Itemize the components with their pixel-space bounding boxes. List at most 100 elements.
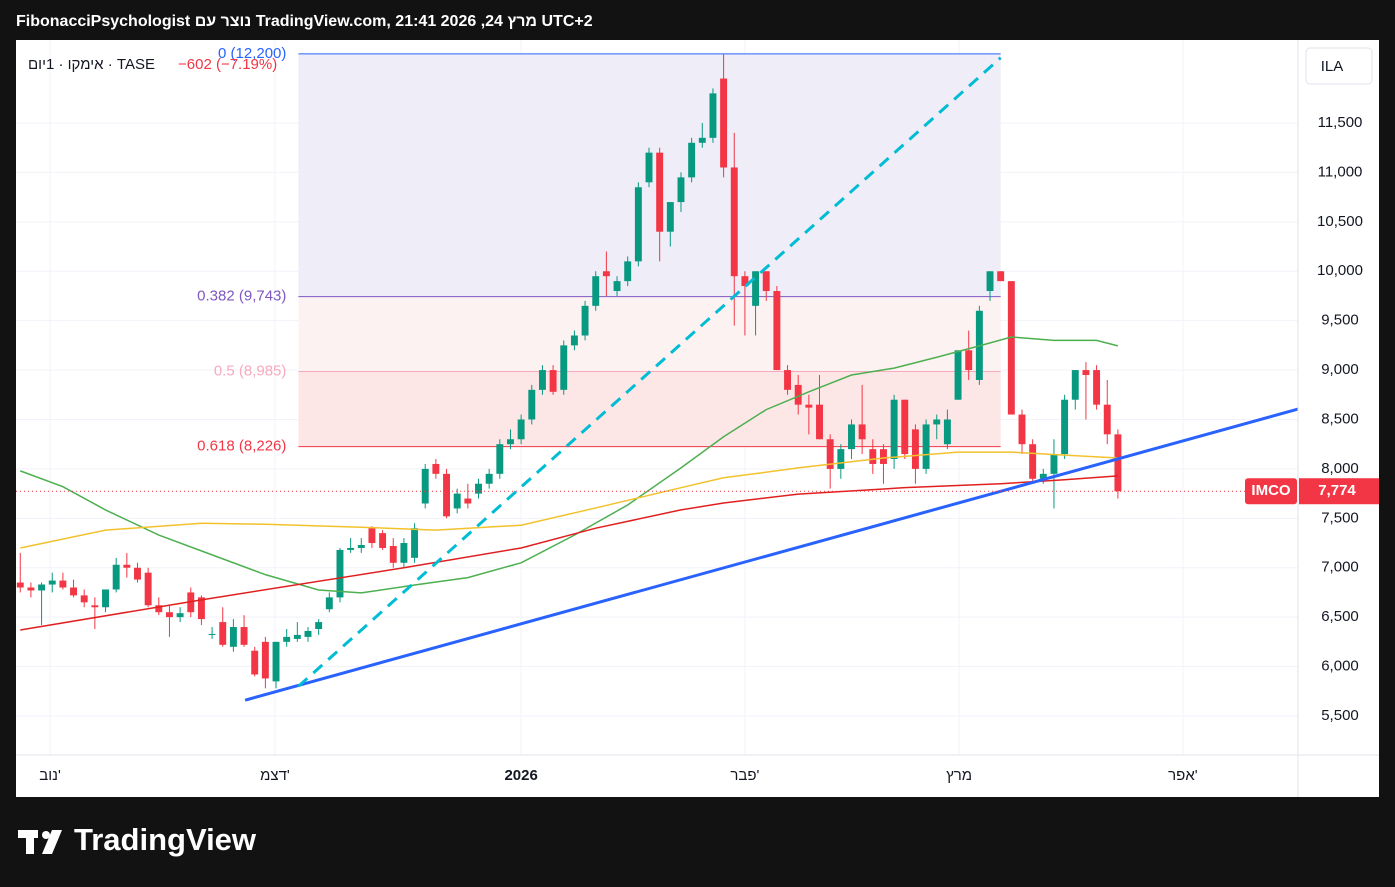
candle-body — [165, 612, 173, 618]
candle-body — [890, 399, 898, 460]
x-tick-label: דצמ' — [260, 767, 290, 784]
candle-body — [102, 589, 109, 608]
candle-body — [698, 137, 706, 143]
candle-body — [901, 399, 909, 455]
candle-body — [1103, 404, 1111, 435]
y-tick-label: 7,000 — [1321, 559, 1359, 576]
last-price-name: IMCO — [1251, 482, 1290, 499]
y-tick-label: 10,000 — [1317, 262, 1363, 279]
candle-body — [70, 587, 78, 596]
candle-body — [954, 350, 962, 400]
candle-body — [208, 633, 216, 635]
fib-label: 0 (12,200) — [218, 45, 286, 62]
candle-body — [602, 271, 610, 277]
candle-body — [816, 404, 823, 440]
candle-body — [293, 634, 301, 639]
candle-body — [27, 587, 35, 591]
candle-body — [922, 424, 930, 469]
candle-body — [911, 429, 919, 469]
candle-body — [443, 473, 450, 517]
candle-body — [1007, 281, 1015, 415]
candle-body — [837, 449, 845, 469]
plot: 0 (12,200) 0.382 (9,743) 0.5 (8,985) 0.618 … — [16, 40, 1299, 755]
y-tick-label: 8,000 — [1321, 460, 1359, 477]
candle-body — [858, 424, 866, 440]
currency: ILA — [1321, 58, 1344, 75]
candle-body — [943, 419, 951, 445]
y-tick-label: 8,500 — [1321, 410, 1359, 427]
candle-body — [720, 78, 728, 168]
candle-body — [379, 533, 387, 548]
candle-body — [283, 636, 291, 642]
candle-body — [134, 567, 141, 580]
candle-body — [453, 493, 461, 509]
change-label: −602 (−7.19%) — [178, 56, 277, 73]
candle-body — [826, 439, 834, 469]
trend-line — [297, 56, 1002, 688]
moving-average — [20, 451, 1118, 549]
y-tick-label: 9,000 — [1321, 361, 1359, 378]
candle-body — [464, 498, 472, 504]
candle-body — [784, 370, 792, 390]
candle-body — [869, 449, 877, 464]
candle-body — [91, 605, 99, 608]
candle-body — [560, 345, 568, 390]
candle-body — [517, 419, 525, 440]
candle-body — [16, 582, 24, 588]
candle-body — [229, 627, 237, 647]
candle-body — [933, 419, 941, 425]
candle-body — [251, 650, 259, 675]
x-tick-label: 2026 — [504, 767, 537, 784]
moving-average — [20, 475, 1118, 631]
candle-body — [773, 291, 781, 371]
candle-body — [986, 271, 994, 292]
y-tick-label: 10,500 — [1317, 213, 1363, 230]
candle-body — [730, 167, 738, 277]
candle-body — [389, 545, 397, 563]
candle-body — [666, 202, 674, 232]
candle-body — [272, 641, 280, 682]
y-tick-label: 7,500 — [1321, 509, 1359, 526]
candle-body — [1114, 434, 1122, 492]
candle-body — [123, 564, 131, 568]
candle-body — [197, 597, 205, 620]
candle-body — [176, 613, 184, 618]
y-tick-label: 11,500 — [1318, 114, 1363, 131]
candle-body — [709, 93, 717, 138]
fib-label: 0.618 (8,226) — [197, 438, 286, 455]
candle-body — [219, 622, 227, 645]
candle-body — [347, 547, 355, 550]
x-tick-label: פבר' — [730, 767, 759, 784]
x-tick-label: אפר' — [1168, 767, 1198, 784]
candle-body — [741, 276, 749, 287]
candle-body — [336, 549, 344, 598]
logo-text: TradingView — [74, 822, 257, 857]
candle-body — [848, 424, 855, 450]
logo-icon — [18, 830, 62, 854]
candle-body — [581, 305, 589, 336]
candle-body — [1029, 444, 1037, 479]
candle-body — [1071, 370, 1079, 400]
x-tick-label: מרץ — [946, 767, 972, 784]
candle-body — [794, 384, 802, 405]
candle-body — [432, 463, 440, 474]
candle-body — [762, 271, 770, 292]
y-tick-label: 9,500 — [1321, 312, 1359, 329]
symbol-label: אימקו · 1יום · TASE — [28, 56, 155, 73]
candle-body — [688, 142, 696, 178]
candle-body — [411, 528, 419, 558]
candle-body — [613, 281, 621, 292]
fib-zone — [298, 371, 1001, 447]
last-price-label: 7,774 — [1318, 482, 1356, 499]
candle-body — [805, 404, 813, 408]
candle-body — [1061, 399, 1069, 455]
candle-body — [357, 544, 365, 548]
y-tick-label: 6,000 — [1321, 658, 1359, 675]
currency-box[interactable] — [1305, 47, 1373, 85]
x-tick-label: נוב' — [39, 767, 61, 784]
candle-body — [507, 439, 514, 445]
candle-body — [325, 597, 333, 610]
candle-body — [475, 483, 482, 494]
candle-body — [304, 630, 312, 637]
candle-body — [112, 564, 120, 590]
